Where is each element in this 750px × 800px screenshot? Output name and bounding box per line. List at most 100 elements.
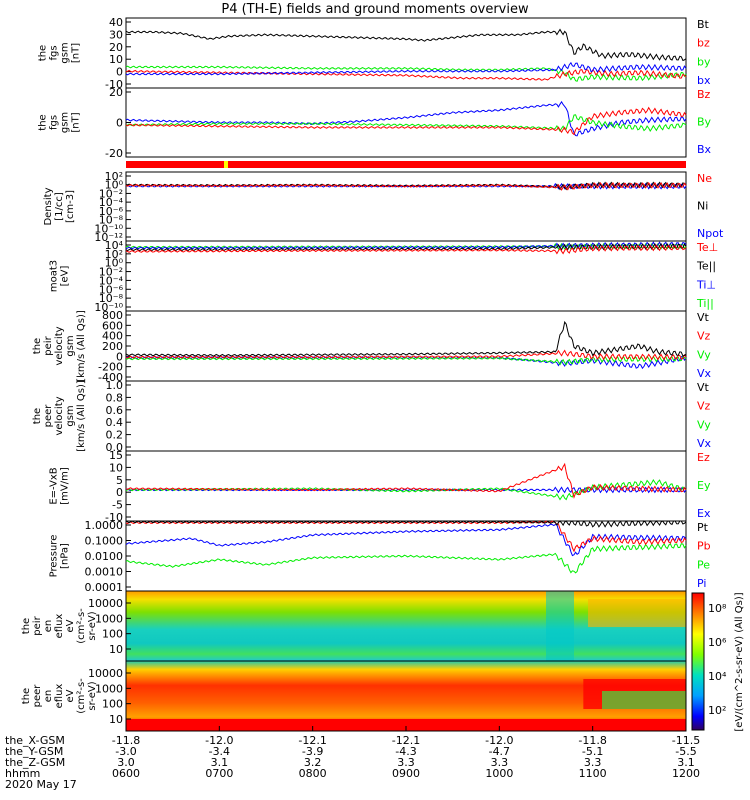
peir_velocity-ytick-label: 600 [102, 319, 123, 332]
fgs_gsm_mag-ytick-label: 40 [109, 16, 123, 29]
colorbar-tick-3: 10² [708, 704, 726, 717]
density-legend-1: Ni [697, 200, 708, 213]
peir_velocity-ylabel: the [32, 338, 43, 354]
plot-title: P4 (TH-E) fields and ground moments over… [221, 2, 529, 17]
peir_en_eflux-ytick-label: 10000 [88, 597, 123, 610]
xtick-4-1: -4.7 [489, 745, 510, 758]
fgs_gsm_mag-legend-2: by [697, 55, 711, 68]
fgs_gsm_mag-ylabel: [nT] [71, 43, 82, 63]
fgs_gsm_mag-ytick-label: -10 [105, 78, 123, 91]
xtick-2-2: 3.2 [304, 756, 322, 769]
peir_velocity-legend-1: Vz [697, 330, 711, 343]
fgs_gsm_mag-series-0 [125, 65, 687, 82]
peir_en_eflux-ytick-label: 10 [109, 643, 123, 656]
xtick-6-1: -5.5 [675, 745, 696, 758]
peir_en_eflux-ylabel: en [43, 620, 54, 633]
peer_en_eflux-ylabel: the [21, 688, 32, 704]
density-legend-0: Ne [697, 172, 712, 185]
temperature-legend-1: Te|| [696, 260, 716, 273]
peer_velocity-ytick-label: 0.0 [106, 441, 124, 454]
peer_velocity-ylabel: peer [43, 404, 54, 428]
temperature-ytick-label: 10⁰ [105, 257, 124, 270]
xtick-3-0: -12.1 [392, 734, 420, 747]
xtick-3-3: 0900 [392, 767, 420, 780]
fgs_gsm_components-ytick-label: 0 [116, 117, 123, 130]
pressure-ylabel: Pressure [49, 535, 60, 578]
xtick-5-3: 1100 [579, 767, 607, 780]
peer_en_eflux-ylabel: sr-eV) [87, 681, 98, 710]
e_field-series-2 [125, 462, 687, 499]
peir_velocity-ytick-label: 0 [116, 350, 123, 363]
pressure-legend-2: Pe [697, 558, 710, 571]
peir_en_eflux-ylabel: eV [65, 619, 76, 632]
xtick-0-3: 0600 [112, 767, 140, 780]
pressure-ytick-label: 0.0001 [85, 581, 124, 594]
density-series-2 [125, 181, 687, 191]
xtick-1-3: 0700 [205, 767, 233, 780]
xaxis-label-2: the_Z-GSM [5, 756, 65, 769]
peir_velocity-ylabel: gsm [65, 335, 76, 356]
peer_velocity-legend-3: Vx [697, 437, 712, 450]
temperature-ytick-label: 10⁻⁴ [99, 274, 124, 287]
fgs_gsm_mag-ylabel: the [38, 45, 49, 61]
peer_en_eflux-ytick-label: 10000 [88, 667, 123, 680]
fgs_gsm_mag-ytick-label: 0 [116, 66, 123, 79]
xtick-6-2: 3.1 [677, 756, 695, 769]
pressure-ytick-label: 0.0010 [85, 566, 124, 579]
peir_en_eflux-ylabel: the [21, 618, 32, 634]
e_field-frame [125, 450, 687, 522]
fgs_gsm_components-ylabel: fgs [49, 115, 60, 130]
density-ytick-label: 10⁻⁴ [99, 196, 124, 209]
peer_velocity-frame [125, 380, 687, 452]
density-ytick-label: 10⁰ [105, 179, 124, 192]
temperature-ylabel: moat3 [49, 260, 60, 292]
temperature-series-3 [125, 244, 687, 255]
peir_en_eflux-ytick-label: 1000 [95, 612, 123, 625]
xtick-4-0: -12.0 [485, 734, 513, 747]
fgs_gsm_mag-legend-1: bz [697, 37, 710, 50]
temperature-ytick-label: 10⁻¹⁰ [94, 301, 123, 314]
pressure-ytick-label: 0.0100 [85, 550, 124, 563]
xtick-6-3: 1200 [672, 767, 700, 780]
peer_velocity-ytick-label: 0.8 [106, 391, 124, 404]
peer_en_eflux-ytick-label: 10 [109, 713, 123, 726]
e_field-legend-0: Ez [697, 451, 710, 464]
temperature-ytick-label: 10⁻² [99, 266, 123, 279]
peir_en_eflux-ytick-label: 100 [102, 628, 123, 641]
peir_en_eflux-ylabel: sr-eV) [87, 611, 98, 640]
peir_en_eflux-ylabel: eflux [54, 614, 65, 639]
pressure-series-2 [125, 520, 687, 553]
peer_velocity-ylabel: [km/s (All Qs)] [76, 380, 87, 452]
status-bar [126, 161, 686, 168]
xtick-1-0: -12.0 [205, 734, 233, 747]
peir_en_eflux-ylabel: (cm²-s- [76, 608, 87, 644]
xtick-0-0: -11.8 [112, 734, 140, 747]
fgs_gsm_mag-series-3 [125, 28, 687, 62]
peer_en_eflux-ylabel: eV [65, 689, 76, 702]
peer_velocity-ytick-label: 0.4 [106, 416, 124, 429]
fgs_gsm_components-ylabel: [nT] [71, 112, 82, 132]
temperature-ytick-label: 10⁻⁶ [99, 283, 124, 296]
fgs_gsm_components-legend-2: Bx [697, 143, 712, 156]
fgs_gsm_mag-legend-0: Bt [697, 18, 710, 31]
heatmap-late-band [588, 599, 686, 627]
peer_velocity-ytick-label: 0.6 [106, 404, 124, 417]
xtick-2-1: -3.9 [302, 745, 323, 758]
density-series-1 [125, 181, 687, 191]
e_field-legend-2: Ex [697, 507, 711, 520]
e_field-ytick-label: -10 [105, 511, 123, 524]
fgs_gsm_mag-ylabel: fgs [49, 45, 60, 60]
e_field-ytick-label: 5 [116, 474, 123, 487]
temperature-legend-3: Ti|| [696, 297, 714, 310]
peer_en_eflux-ylabel: en [43, 690, 54, 703]
peir_velocity-legend-2: Vy [697, 348, 711, 361]
peer_velocity-legend-2: Vy [697, 418, 711, 431]
xtick-6-0: -11.5 [672, 734, 700, 747]
peer_velocity-legend-0: Vt [697, 381, 710, 394]
temperature-ylabel: [eV] [60, 266, 71, 287]
fgs_gsm_components-ytick-label: -20 [105, 147, 123, 160]
xaxis-label-1: the_Y-GSM [5, 745, 63, 758]
temperature-series-1 [125, 241, 687, 250]
xtick-0-2: 3.0 [117, 756, 135, 769]
colorbar-tick-2: 10⁴ [708, 670, 727, 683]
